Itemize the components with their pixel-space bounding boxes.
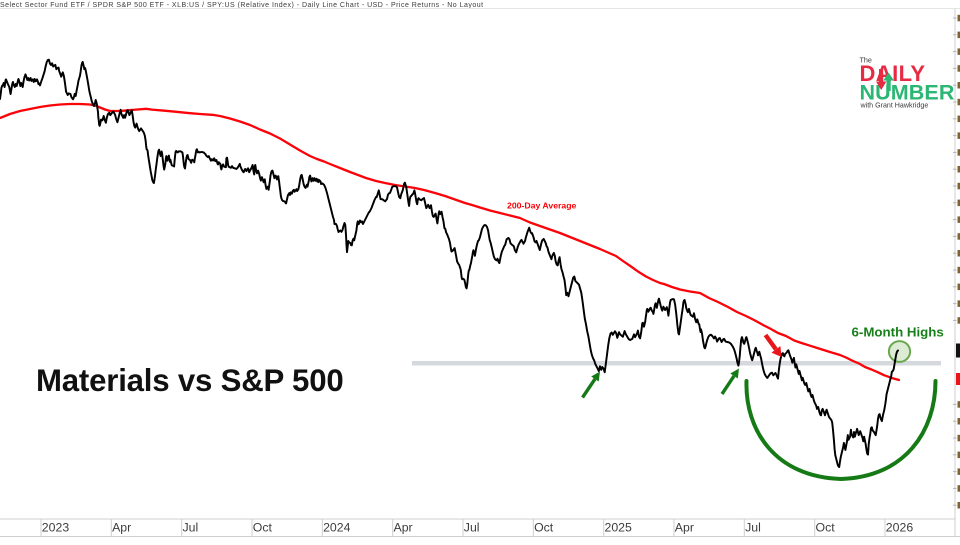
svg-text:Materials vs S&P 500: Materials vs S&P 500 <box>36 363 344 398</box>
svg-text:6-Month Highs: 6-Month Highs <box>852 325 944 340</box>
svg-text:2026: 2026 <box>886 521 914 535</box>
svg-text:Jul: Jul <box>464 521 480 535</box>
svg-text:Select Sector Fund ETF / SPDR: Select Sector Fund ETF / SPDR S&P 500 ET… <box>0 2 484 9</box>
svg-text:Oct: Oct <box>816 521 836 535</box>
svg-text:Jul: Jul <box>745 521 761 535</box>
svg-text:Oct: Oct <box>534 521 554 535</box>
svg-text:2023: 2023 <box>42 521 70 535</box>
svg-text:Apr: Apr <box>394 521 413 535</box>
svg-text:Apr: Apr <box>675 521 694 535</box>
svg-text:Oct: Oct <box>253 521 273 535</box>
svg-text:2024: 2024 <box>323 521 351 535</box>
svg-text:Jul: Jul <box>183 521 199 535</box>
svg-text:2025: 2025 <box>605 521 633 535</box>
svg-text:200-Day Average: 200-Day Average <box>507 201 577 211</box>
svg-text:with Grant Hawkridge: with Grant Hawkridge <box>860 102 929 110</box>
svg-text:Apr: Apr <box>112 521 131 535</box>
